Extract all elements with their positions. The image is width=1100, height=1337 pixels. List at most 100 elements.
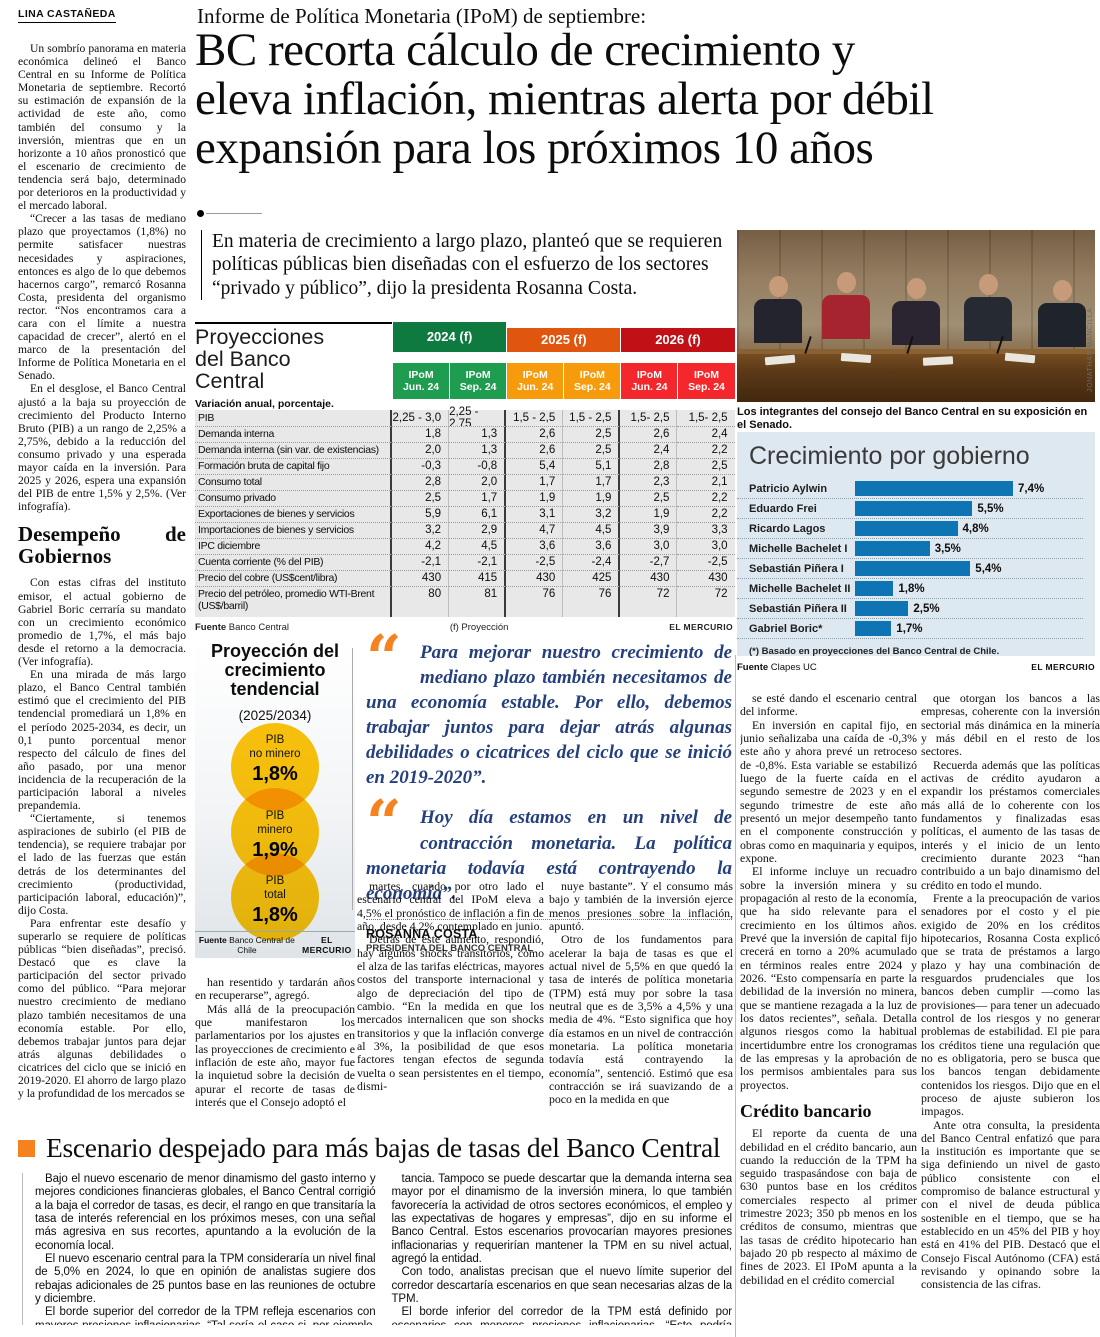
bar-label: Patricio Aylwin <box>749 482 828 495</box>
headline-dot <box>197 210 204 217</box>
photo-paper <box>922 356 954 366</box>
trend-growth-infographic: Proyección del crecimiento tendencial (2… <box>195 640 355 958</box>
paragraph: El nuevo escenario central para la TPM c… <box>35 1252 376 1305</box>
gov-chart-credit: EL MERCURIO <box>1031 662 1095 672</box>
senate-photo <box>737 230 1095 402</box>
column-5-top: se esté dando el escenario central del i… <box>740 692 917 1092</box>
table-cell: 430 <box>677 569 735 586</box>
projections-table-grid: Proyecciones del Banco Central Variación… <box>195 322 735 617</box>
circle-value: 1,8% <box>252 903 298 926</box>
table-row-label: Importaciones de bienes y servicios <box>195 521 392 538</box>
column-1-bottom: Con estas cifras del instituto emisor, e… <box>18 576 186 1100</box>
paragraph: Recuerda además que las políticas activa… <box>921 757 1100 892</box>
circle-label: total <box>264 888 286 901</box>
table-row-label: Consumo total <box>195 473 392 490</box>
bar <box>855 621 892 636</box>
table-cell: -0,3 <box>392 457 450 474</box>
table-cell: 430 <box>392 569 450 586</box>
bar-label: Michelle Bachelet II <box>749 582 851 595</box>
pull-quotes: “Para mejorar nuestro crecimiento de med… <box>366 627 732 954</box>
bar-value: 2,5% <box>913 602 940 615</box>
table-cell: 4,7 <box>506 521 564 538</box>
table-cell: 1,9 <box>506 489 564 506</box>
table-cell: 2,5 <box>620 489 678 506</box>
table-cell: 6,1 <box>449 505 507 522</box>
bar-row: Gabriel Boric* 1,7% <box>737 619 1083 639</box>
secondary-story-header: Escenario despejado para más bajas de ta… <box>18 1132 732 1164</box>
pull-quote-2: “Hoy día estamos en un nivel de contracc… <box>366 786 732 905</box>
table-cell: 2,2 <box>677 441 735 458</box>
table-cell: 1,7 <box>506 473 564 490</box>
paragraph: tancia. Tampoco se puede descartar que l… <box>391 1173 733 1265</box>
photo-person-body <box>822 295 870 339</box>
table-row-label: Consumo privado <box>195 489 392 506</box>
circle-label: no minero <box>249 747 301 760</box>
bar <box>855 481 1013 496</box>
bar <box>855 541 930 556</box>
table-cell: 4,2 <box>392 537 450 554</box>
infographic-source: Fuente Banco Central de Chile <box>198 935 295 955</box>
paragraph: El borde superior del corredor de la TPM… <box>35 1306 376 1325</box>
table-cell: 2,25 - 3,0 <box>392 409 450 426</box>
table-row-label: Exportaciones de bienes y servicios <box>195 505 392 522</box>
table-cell: 2,5 <box>392 489 450 506</box>
bar-row: Michelle Bachelet II 1,8% <box>737 579 1083 599</box>
table-cell: 80 <box>392 585 450 617</box>
photo-person <box>961 274 1015 341</box>
table-title: Proyecciones del Banco Central <box>195 325 325 393</box>
table-cell: 1,3 <box>449 441 507 458</box>
photo-person <box>1035 280 1089 347</box>
table-footer: Fuente Banco Central (f) Proyección EL M… <box>195 617 735 633</box>
table-cell: -2,5 <box>677 553 735 570</box>
circle-label: PIB <box>265 734 285 746</box>
paragraph: Otro de los fundamentos para acelerar la… <box>549 932 733 1107</box>
paragraph: En una mirada de más largo plazo, el Ban… <box>18 668 186 813</box>
article-column-5: se esté dando el escenario central del i… <box>740 692 917 1337</box>
circle-label: minero <box>257 823 293 836</box>
year-group-2026: 2026 (f) <box>621 328 735 352</box>
quote-mark-icon: “ <box>366 786 402 860</box>
circle-pib-no-minero: PIB no minero 1,8% <box>231 723 319 811</box>
table-cell: 2,4 <box>620 441 678 458</box>
paragraph: En el desglose, el Banco Central ajustó … <box>18 382 186 514</box>
table-cell: 1,5- 2,5 <box>677 409 735 426</box>
bar-value: 3,5% <box>934 542 961 555</box>
circle-pib-total: PIB total 1,8% <box>231 853 319 941</box>
table-cell: 3,6 <box>563 537 621 554</box>
table-cell: 2,6 <box>506 425 564 442</box>
subhead-desempeno-gobiernos: Desempeño de Gobiernos <box>18 522 186 569</box>
gov-chart-rows: Patricio Aylwin 7,4% Eduardo Frei 5,5% Ricar… <box>737 479 1083 639</box>
table-cell: 3,9 <box>620 521 678 538</box>
table-cell: 2,2 <box>677 489 735 506</box>
paragraph: Detrás de este aumento, respondió, hay a… <box>357 932 544 1093</box>
table-cell: 5,9 <box>392 505 450 522</box>
table-cell: 5,1 <box>563 457 621 474</box>
year-group-2025: 2025 (f) <box>507 328 621 352</box>
column-header-ipom-sep24: IPoM Sep. 24 <box>564 363 621 400</box>
headline-line: eleva inflación, mientras alerta por déb… <box>195 72 934 125</box>
circle-value: 1,8% <box>252 762 298 785</box>
paragraph: El informe incluye un recuadro sobre la … <box>740 864 917 1092</box>
photo-person <box>889 278 943 345</box>
table-cell: 3,1 <box>506 505 564 522</box>
table-cell: 2,0 <box>449 473 507 490</box>
quote-text: Hoy día estamos en un nivel de contracci… <box>366 807 732 904</box>
photo-person-body <box>892 301 940 345</box>
paragraph: nuye bastante”. Y el consumo más bajo y … <box>549 880 733 933</box>
table-row-label: Formación bruta de capital fijo <box>195 457 392 474</box>
column-header-ipom-jun24: IPoM Jun. 24 <box>621 363 678 400</box>
orange-bullet-icon <box>18 1139 35 1157</box>
table-cell: 2,5 <box>563 441 621 458</box>
table-row-label: Cuenta corriente (% del PIB) <box>195 553 392 570</box>
quote-author-role: PRESIDENTA DEL BANCO CENTRAL <box>366 942 534 954</box>
bar-label: Sebastián Piñera II <box>749 602 847 615</box>
gov-chart-note: (*) Basado en proyecciones del Banco Cen… <box>749 646 1000 657</box>
paragraph: “Crecer a las tasas de mediano plazo que… <box>18 212 186 383</box>
infographic-credit: EL MERCURIO <box>302 935 352 955</box>
gov-growth-chart: Crecimiento por gobierno Patricio Aylwin… <box>737 432 1095 657</box>
table-cell: 76 <box>506 585 564 617</box>
column-5-bottom: El reporte da cuenta de una debilidad en… <box>740 1127 917 1287</box>
bar-row: Ricardo Lagos 4,8% <box>737 519 1083 539</box>
column-header-ipom-jun24: IPoM Jun. 24 <box>393 363 450 400</box>
paragraph: Con todo, analistas precisan que el nuev… <box>391 1266 733 1305</box>
